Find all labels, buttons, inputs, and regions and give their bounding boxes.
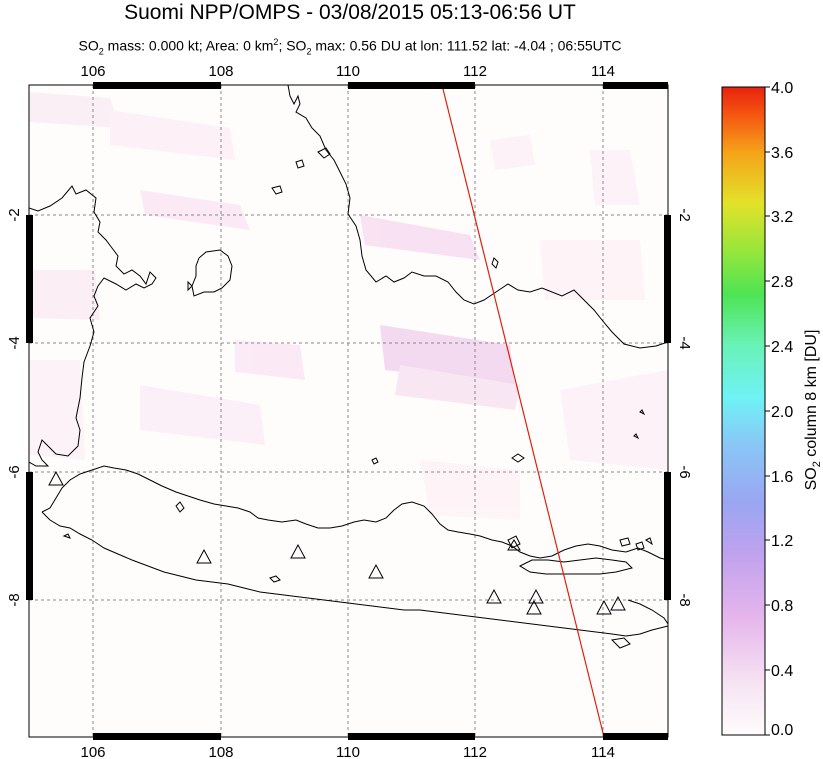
colorbar-tick-label: 0.8 <box>771 598 793 615</box>
lon-label-bottom: 108 <box>208 744 233 759</box>
volcano-marker <box>48 470 64 486</box>
subtitle-mass: mass: 0.000 kt; Area: 0 km <box>103 37 274 54</box>
lat-labels-right: -2 -4 -6 -8 <box>676 208 693 606</box>
lat-label-right: -6 <box>676 465 693 478</box>
lon-label-top: 110 <box>336 63 360 80</box>
colorbar <box>721 86 766 736</box>
lat-label-right: -8 <box>676 593 693 606</box>
volcano-marker <box>290 543 306 559</box>
lon-label-top: 112 <box>463 63 487 80</box>
subtitle-max: max: 0.56 DU at lon: 111.52 lat: -4.04 ;… <box>311 37 622 54</box>
colorbar-tick-label: 1.2 <box>771 533 793 550</box>
lon-labels-top: 106 108 110 112 114 <box>80 63 614 80</box>
colorbar-tick-label: 2.0 <box>771 404 793 421</box>
colorbar-title: SO2 column 8 km [DU] <box>803 330 823 491</box>
volcano-marker <box>507 539 521 551</box>
subtitle-sub-a: 2 <box>98 46 104 57</box>
volcano-marker <box>196 548 212 564</box>
map-subtitle: SO2 mass: 0.000 kt; Area: 0 km2; SO2 max… <box>0 33 700 60</box>
subtitle-sup: 2 <box>273 37 279 47</box>
lon-label-bottom: 114 <box>591 744 615 759</box>
lon-label-bottom: 110 <box>336 744 360 759</box>
lon-label-top: 106 <box>80 63 105 80</box>
lat-label-right: -2 <box>676 208 693 221</box>
colorbar-tick-label: 3.6 <box>771 145 793 162</box>
volcano-markers <box>48 470 626 615</box>
colorbar-tick-label: 3.2 <box>771 209 793 226</box>
lat-label-left: -2 <box>6 208 23 221</box>
colorbar-tick-label: 4.0 <box>771 80 793 97</box>
lon-labels-bottom: 106 108 110 112 114 <box>80 744 614 759</box>
volcano-marker <box>528 588 544 604</box>
colorbar-tick-label: 2.8 <box>771 274 793 291</box>
volcano-marker <box>368 563 384 579</box>
lon-label-bottom: 106 <box>80 744 105 759</box>
lat-label-right: -4 <box>676 336 693 349</box>
coastlines <box>29 85 668 649</box>
colorbar-tick-label: 1.6 <box>771 469 793 486</box>
lat-labels-left: -2 -4 -6 -8 <box>6 208 23 606</box>
lat-label-left: -8 <box>6 593 23 606</box>
lon-label-top: 108 <box>208 63 233 80</box>
lat-label-left: -4 <box>6 336 23 349</box>
frame-border-bars <box>26 82 671 740</box>
lon-label-top: 114 <box>591 63 615 80</box>
volcano-marker <box>596 599 612 615</box>
volcano-marker <box>610 595 626 611</box>
orbit-track-line <box>441 85 605 737</box>
volcano-marker <box>486 588 502 604</box>
map-title: Suomi NPP/OMPS - 03/08/2015 05:13-06:56 … <box>124 1 576 24</box>
volcano-marker <box>526 599 542 615</box>
colorbar-ticks <box>765 86 770 736</box>
colorbar-labels: 4.0 3.6 3.2 2.8 2.4 2.0 1.6 1.2 0.8 0.4 … <box>771 80 793 739</box>
colorbar-tick-label: 0.4 <box>771 663 793 680</box>
lat-label-left: -6 <box>6 465 23 478</box>
subtitle-sub-b: 2 <box>306 46 312 57</box>
colorbar-tick-label: 0.0 <box>771 722 793 739</box>
colorbar-tick-label: 2.4 <box>771 339 793 356</box>
lon-label-bottom: 112 <box>463 744 487 759</box>
subtitle-so2-a: SO <box>78 37 99 54</box>
subtitle-so2-b: ; SO <box>278 37 307 54</box>
so2-swaths <box>29 92 668 520</box>
